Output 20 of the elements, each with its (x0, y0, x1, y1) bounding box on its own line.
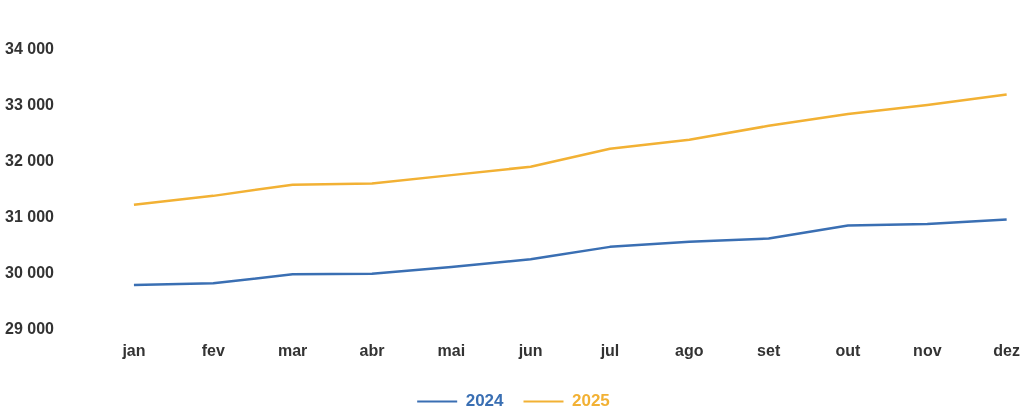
legend-label: 2025 (572, 391, 610, 411)
x-tick-label: jul (599, 341, 620, 359)
x-tick-label: nov (913, 341, 942, 359)
x-tick-label: mar (277, 341, 308, 359)
x-tick-label: mai (437, 341, 466, 359)
y-tick-label: 33 000 (5, 96, 55, 114)
legend-label: 2024 (465, 391, 505, 411)
y-tick-label: 34 000 (5, 40, 55, 58)
x-tick-label: set (757, 341, 781, 359)
x-tick-label: jun (517, 341, 543, 359)
x-tick-label: jan (121, 341, 146, 359)
x-tick-label: abr (359, 341, 385, 359)
y-tick-label: 29 000 (5, 320, 55, 338)
y-tick-label: 32 000 (5, 152, 55, 170)
x-tick-label: ago (675, 341, 704, 359)
y-tick-label: 31 000 (5, 208, 55, 226)
x-tick-label: dez (993, 341, 1020, 359)
x-tick-label: fev (201, 341, 225, 359)
x-tick-label: out (835, 341, 862, 359)
y-tick-label: 30 000 (5, 264, 55, 282)
